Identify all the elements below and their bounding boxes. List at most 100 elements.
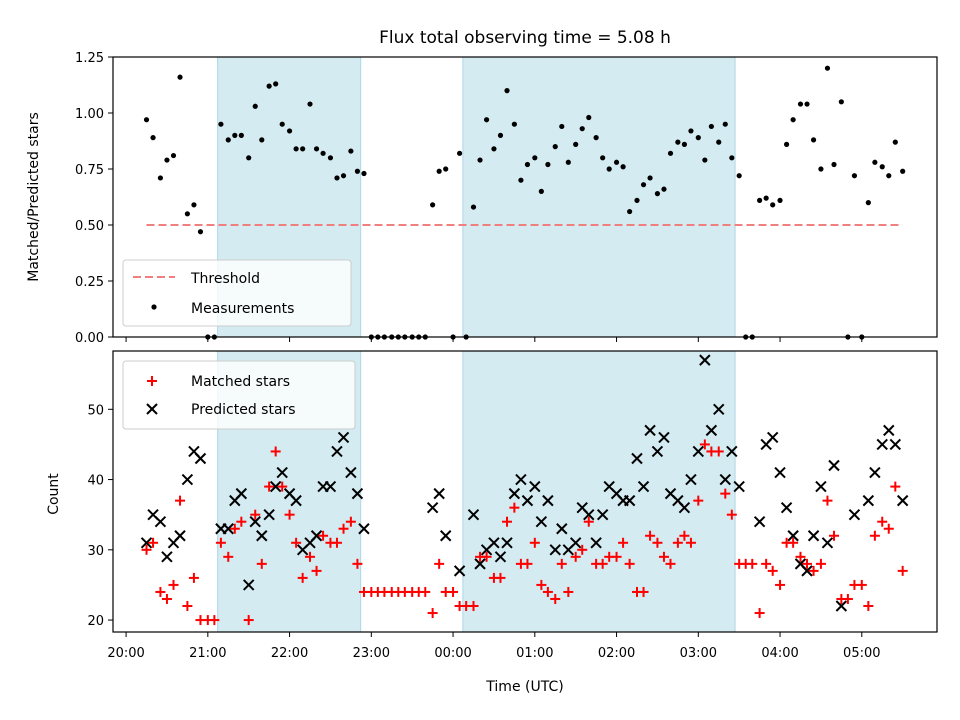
- predicted-star-point: [521, 494, 534, 507]
- matched-star-point: [897, 565, 908, 576]
- x-tick-label: 21:00: [189, 646, 226, 661]
- x-tick-label: 23:00: [353, 646, 390, 661]
- predicted-star-point: [154, 516, 167, 528]
- matched-star-point: [829, 530, 839, 541]
- predicted-star-point: [889, 438, 902, 451]
- measurement-point: [443, 166, 449, 172]
- predicted-star-stroke: [780, 501, 793, 514]
- predicted-star-stroke: [474, 558, 486, 570]
- predicted-star-stroke: [678, 501, 691, 514]
- predicted-star-point: [583, 508, 595, 521]
- predicted-star-stroke: [828, 459, 840, 472]
- measurement-point: [593, 135, 599, 141]
- top-y-tick-label: 1.25: [75, 51, 104, 66]
- predicted-star-point: [658, 431, 670, 444]
- matched-star-point: [495, 572, 506, 583]
- matched-star-point: [883, 523, 894, 534]
- predicted-star-point: [590, 537, 602, 549]
- measurement-point: [667, 150, 674, 156]
- matched-star-point: [672, 537, 683, 548]
- predicted-star-point: [174, 530, 186, 542]
- predicted-star-point: [651, 445, 664, 458]
- predicted-star-stroke: [439, 530, 452, 542]
- measurement-point: [266, 83, 272, 89]
- predicted-star-point: [623, 494, 636, 507]
- predicted-star-point: [835, 600, 848, 612]
- measurement-point: [872, 159, 878, 165]
- predicted-star-stroke: [337, 431, 350, 444]
- predicted-star-stroke: [583, 508, 595, 521]
- predicted-star-stroke: [658, 431, 670, 444]
- legend-box: [122, 360, 356, 430]
- measurement-point: [259, 137, 265, 143]
- measurement-point: [191, 202, 197, 208]
- predicted-star-point: [276, 466, 288, 479]
- matched-star-point: [250, 509, 261, 520]
- predicted-star-stroke: [664, 487, 677, 500]
- measurement-point: [579, 126, 585, 132]
- predicted-star-point: [692, 445, 705, 458]
- matched-star-point: [652, 537, 663, 548]
- predicted-star-stroke: [692, 445, 705, 458]
- measurement-point: [777, 197, 783, 203]
- measurement-point: [300, 146, 306, 152]
- matched-star-point: [863, 601, 874, 612]
- x-tick-label: 22:00: [271, 646, 308, 661]
- measurement-point: [865, 200, 871, 206]
- predicted-star-point: [780, 501, 793, 514]
- predicted-star-point: [678, 501, 691, 514]
- predicted-star-stroke: [453, 565, 466, 577]
- measurement-point: [340, 173, 347, 179]
- measurement-point: [790, 117, 796, 123]
- predicted-star-point: [713, 403, 725, 416]
- matched-star-point: [597, 558, 608, 569]
- predicted-star-stroke: [161, 551, 173, 563]
- measurement-point: [818, 166, 824, 172]
- predicted-star-stroke: [835, 600, 848, 612]
- measurement-point: [838, 99, 844, 105]
- bottom-y-axis-label: Count: [46, 473, 62, 515]
- legend-box: [122, 259, 352, 327]
- chart-title: Flux total observing time = 5.08 h: [379, 28, 671, 48]
- measurement-point: [532, 155, 538, 161]
- measurement-point: [763, 195, 769, 201]
- predicted-star-stroke: [685, 473, 697, 486]
- measurement-point: [879, 164, 885, 170]
- predicted-star-stroke: [610, 487, 623, 500]
- measurement-point: [716, 139, 722, 145]
- predicted-star-point: [263, 508, 275, 521]
- predicted-star-stroke: [766, 431, 779, 444]
- predicted-star-point: [529, 480, 541, 493]
- measurement-point: [436, 168, 442, 174]
- matched-star-point: [842, 593, 853, 604]
- measurement-point: [218, 121, 224, 127]
- matched-star-point: [352, 558, 363, 569]
- predicted-star-stroke: [889, 438, 902, 451]
- x-tick-label: 03:00: [680, 646, 717, 661]
- predicted-star-point: [549, 544, 561, 556]
- measurement-point: [361, 170, 367, 177]
- predicted-star-point: [501, 537, 513, 549]
- predicted-star-point: [699, 354, 711, 366]
- top-y-tick-label: 0.00: [75, 331, 104, 346]
- matched-star-point: [815, 558, 826, 569]
- predicted-star-stroke: [467, 508, 480, 521]
- matched-star-point: [256, 558, 267, 569]
- matched-star-point: [618, 537, 629, 548]
- matched-star-point: [345, 516, 356, 527]
- matched-star-point: [311, 565, 322, 576]
- legend-threshold-label: Threshold: [190, 271, 260, 287]
- measurement-point: [783, 141, 790, 147]
- matched-star-point: [175, 495, 186, 506]
- matched-star-point: [856, 579, 867, 590]
- predicted-star-stroke: [651, 445, 664, 458]
- predicted-star-stroke: [623, 494, 636, 507]
- predicted-star-point: [508, 487, 521, 500]
- matched-star-point: [638, 586, 649, 597]
- matched-star-point: [611, 551, 622, 562]
- measurement-point: [851, 173, 858, 179]
- legend-measurements-label: Measurements: [191, 301, 294, 317]
- matched-star-point: [754, 608, 765, 619]
- bottom-y-tick-label: 20: [87, 614, 104, 629]
- measurement-point: [640, 182, 647, 188]
